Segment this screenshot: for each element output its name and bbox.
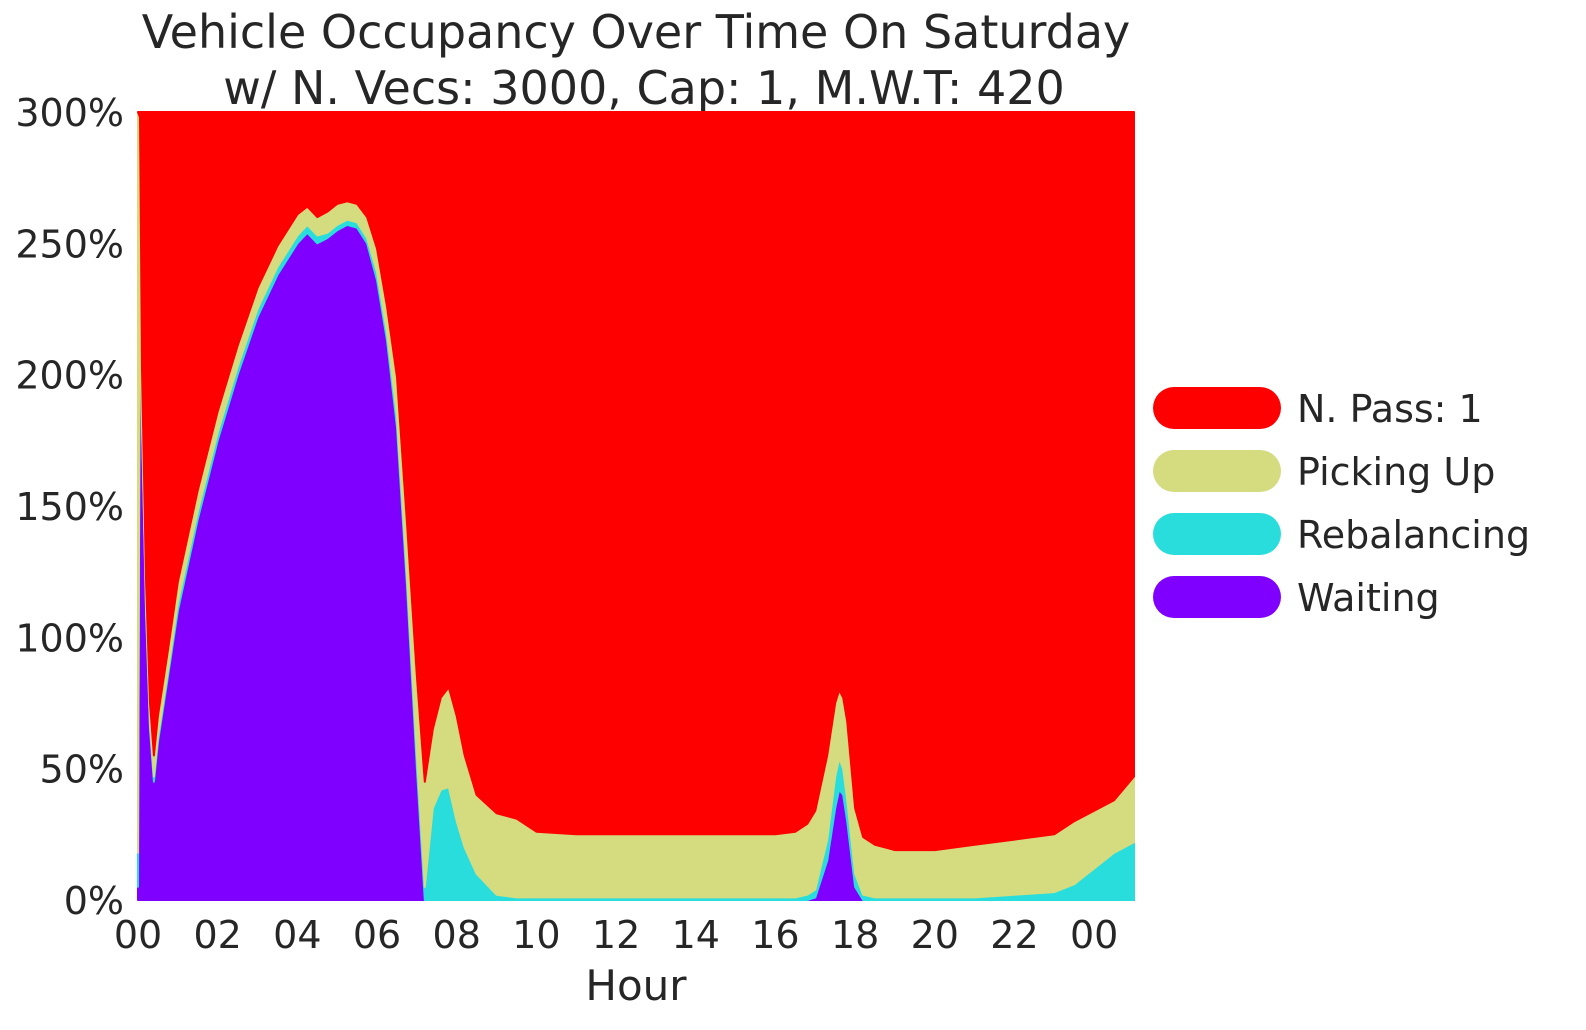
x-tick-label: 14 — [672, 913, 720, 957]
legend-label: Picking Up — [1297, 450, 1495, 494]
x-tick-label: 20 — [911, 913, 959, 957]
chart-title: Vehicle Occupancy Over Time On Saturday — [142, 5, 1130, 59]
x-tick-label: 18 — [831, 913, 879, 957]
y-tick-label: 300% — [15, 91, 124, 135]
legend-swatch — [1153, 576, 1281, 618]
x-axis-ticks: 00 02 04 06 08 10 12 14 16 18 20 22 00 — [114, 913, 1119, 957]
legend-label: Waiting — [1297, 576, 1440, 620]
y-axis-ticks: 0% 50% 100% 150% 200% 250% 300% — [15, 91, 124, 923]
y-tick-label: 100% — [15, 616, 124, 660]
x-axis-label: Hour — [585, 961, 687, 1010]
legend-swatch — [1153, 450, 1281, 492]
y-tick-label: 50% — [40, 748, 124, 792]
legend-label: Rebalancing — [1297, 513, 1530, 557]
x-tick-label: 02 — [194, 913, 242, 957]
x-tick-label: 00 — [1070, 913, 1118, 957]
x-tick-label: 00 — [114, 913, 162, 957]
x-tick-label: 12 — [592, 913, 640, 957]
y-tick-label: 250% — [15, 222, 124, 266]
x-tick-label: 16 — [751, 913, 799, 957]
x-tick-label: 10 — [512, 913, 560, 957]
y-tick-label: 200% — [15, 354, 124, 398]
x-tick-label: 08 — [433, 913, 481, 957]
chart-subtitle: w/ N. Vecs: 3000, Cap: 1, M.W.T: 420 — [223, 61, 1065, 115]
legend: N. Pass: 1 Picking Up Rebalancing Waiting — [1153, 387, 1530, 620]
legend-swatch — [1153, 513, 1281, 555]
area-series-3 — [137, 111, 1135, 852]
x-tick-label: 22 — [990, 913, 1038, 957]
x-tick-label: 04 — [273, 913, 321, 957]
legend-swatch — [1153, 387, 1281, 429]
y-tick-label: 0% — [64, 879, 124, 923]
x-tick-label: 06 — [353, 913, 401, 957]
plot-area — [137, 111, 1135, 901]
legend-label: N. Pass: 1 — [1297, 387, 1483, 431]
y-tick-label: 150% — [15, 485, 124, 529]
